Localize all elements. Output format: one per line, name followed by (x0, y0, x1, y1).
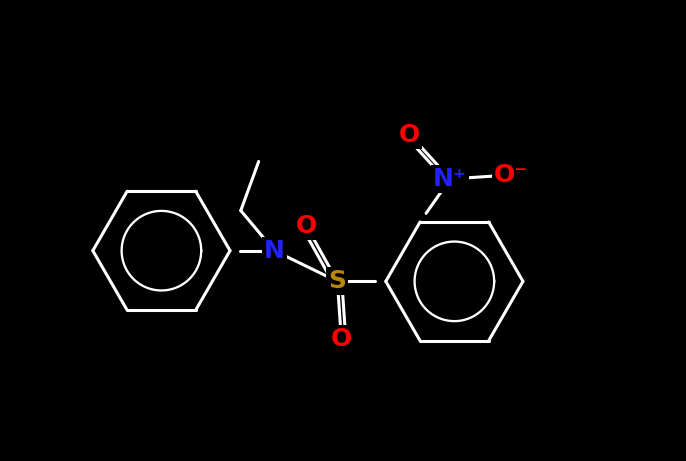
Text: O: O (399, 123, 421, 147)
Text: S: S (329, 269, 346, 293)
Text: N⁺: N⁺ (433, 167, 467, 191)
Text: O⁻: O⁻ (493, 163, 528, 187)
Text: N: N (264, 239, 285, 263)
Text: O: O (296, 214, 318, 238)
Text: O: O (331, 327, 352, 351)
